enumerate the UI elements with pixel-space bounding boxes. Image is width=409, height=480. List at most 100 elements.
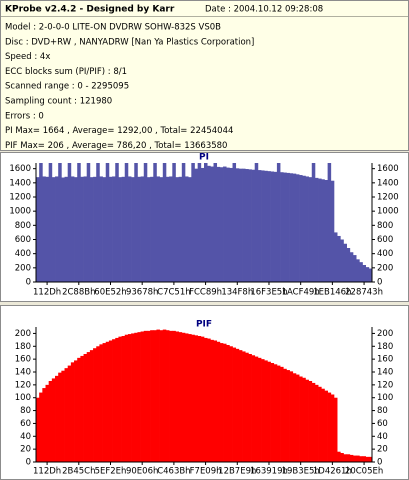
y-tick-label: 1000 xyxy=(9,207,31,217)
bar xyxy=(64,368,69,462)
bar xyxy=(257,357,262,462)
bar xyxy=(242,351,246,462)
bar xyxy=(197,163,202,282)
y-tick-label: 140 xyxy=(15,368,31,378)
bar xyxy=(308,177,313,282)
x-tick-label: 2B45Ch xyxy=(62,467,95,477)
bar xyxy=(150,176,154,282)
y-tick-label: 80 xyxy=(20,406,31,416)
y2-tick-label: 0 xyxy=(377,458,382,468)
bar xyxy=(194,168,199,282)
bar xyxy=(283,368,287,462)
y2-tick-label: 160 xyxy=(377,355,393,365)
bar xyxy=(213,340,218,462)
bar xyxy=(96,346,100,462)
bar xyxy=(67,365,72,462)
info-line: Errors : 0 xyxy=(5,111,44,121)
bar xyxy=(283,172,287,282)
info-line: Disc : DVD+RW , NANYADRW [Nan Ya Plastic… xyxy=(5,37,254,47)
bar xyxy=(96,163,100,282)
bar xyxy=(368,268,373,282)
bar xyxy=(36,397,40,462)
bar xyxy=(36,177,40,282)
bar xyxy=(191,334,195,462)
info-line: Scanned range : 0 - 2295095 xyxy=(5,82,129,92)
bar xyxy=(318,178,322,282)
bar xyxy=(349,252,354,282)
bar xyxy=(276,365,281,462)
bar xyxy=(140,331,145,462)
bar xyxy=(359,456,363,462)
bar xyxy=(48,381,53,462)
bar xyxy=(105,163,110,282)
bar xyxy=(289,173,294,282)
bar xyxy=(368,456,373,462)
bar xyxy=(356,455,360,462)
bar xyxy=(254,356,259,462)
y-tick-label: 600 xyxy=(15,235,31,245)
bar xyxy=(292,173,297,282)
bar xyxy=(134,163,138,282)
bar xyxy=(251,355,256,462)
bar xyxy=(352,255,357,282)
bar xyxy=(210,166,214,282)
bar xyxy=(324,390,328,462)
bar xyxy=(39,392,43,462)
y-tick-label: 20 xyxy=(20,445,31,455)
bar xyxy=(223,166,227,282)
y2-tick-label: 120 xyxy=(377,380,393,390)
bar xyxy=(48,163,53,282)
bar xyxy=(232,163,237,282)
bar xyxy=(169,176,173,282)
bar xyxy=(280,172,284,282)
bar xyxy=(337,235,341,282)
bar xyxy=(89,350,94,462)
info-line: Sampling count : 121980 xyxy=(5,97,112,107)
x-tick-label: 112Dh xyxy=(33,467,61,477)
y2-tick-label: 20 xyxy=(377,445,388,455)
bar xyxy=(197,336,202,462)
x-tick-label: F7E09h xyxy=(190,467,222,477)
info-line: PIF Max= 206 , Average= 786,20 , Total= … xyxy=(5,141,227,151)
bar xyxy=(264,360,268,462)
bar xyxy=(153,163,157,282)
bar xyxy=(226,345,230,462)
bar xyxy=(86,163,91,282)
bar xyxy=(156,329,160,462)
y-tick-label: 60 xyxy=(20,419,31,429)
bar xyxy=(70,362,75,462)
bar xyxy=(340,453,344,462)
bar xyxy=(165,330,170,462)
bar xyxy=(51,378,56,462)
bar xyxy=(153,330,157,462)
bar xyxy=(74,177,78,282)
bar xyxy=(175,177,179,282)
bar xyxy=(302,377,306,462)
bar xyxy=(77,357,81,462)
bar xyxy=(184,333,189,462)
y-tick-label: 100 xyxy=(15,393,31,403)
bar xyxy=(108,340,113,462)
info-line: Speed : 4x xyxy=(5,52,50,62)
scan-date: Date : 2004.10.12 09:28:08 xyxy=(205,5,323,15)
bar xyxy=(172,163,176,282)
bar xyxy=(232,347,237,462)
bar xyxy=(70,176,75,282)
bar xyxy=(86,352,91,462)
bar xyxy=(346,454,351,462)
bar xyxy=(204,337,208,462)
bar xyxy=(333,232,338,282)
bar xyxy=(42,176,46,282)
bar xyxy=(61,177,65,282)
bar xyxy=(270,171,275,282)
y2-tick-label: 200 xyxy=(377,263,393,273)
x-tick-label: 2C88Bh xyxy=(62,288,95,298)
info-line: Model : 2-0-0-0 LITE-ON DVDRW SOHW-832S … xyxy=(5,23,221,33)
bar xyxy=(172,330,176,462)
bar xyxy=(302,175,306,282)
app-title: KProbe v2.4.2 - Designed by Karr xyxy=(5,5,175,15)
y-tick-label: 1600 xyxy=(9,164,31,174)
y-tick-label: 800 xyxy=(15,221,31,231)
y-tick-label: 200 xyxy=(15,263,31,273)
y-tick-label: 0 xyxy=(26,278,31,288)
